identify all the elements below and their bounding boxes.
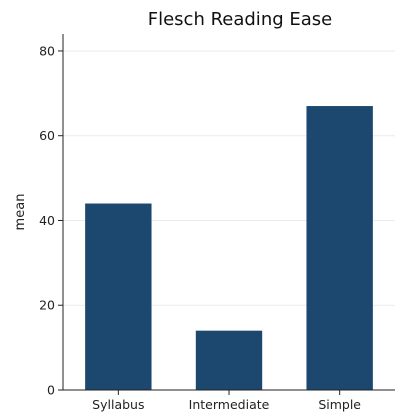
- y-tick-label-40: 40: [39, 213, 55, 228]
- x-tick-label-syllabus: Syllabus: [92, 397, 144, 412]
- bar-syllabus: [85, 203, 152, 390]
- y-tick-label-60: 60: [39, 128, 55, 143]
- y-tick-label-80: 80: [39, 43, 55, 58]
- chart-title: Flesch Reading Ease: [148, 9, 332, 30]
- y-axis-ticks: 0 20 40 60 80: [39, 43, 63, 398]
- bars: [85, 106, 373, 391]
- bar-intermediate: [195, 330, 263, 390]
- x-tick-label-simple: Simple: [318, 397, 361, 412]
- y-tick-label-0: 0: [47, 383, 55, 398]
- x-axis-ticks: Syllabus Intermediate Simple: [92, 390, 361, 412]
- y-axis-label: mean: [13, 194, 28, 231]
- x-tick-label-intermediate: Intermediate: [189, 397, 270, 412]
- bar-simple: [306, 106, 373, 391]
- y-tick-label-20: 20: [39, 298, 55, 313]
